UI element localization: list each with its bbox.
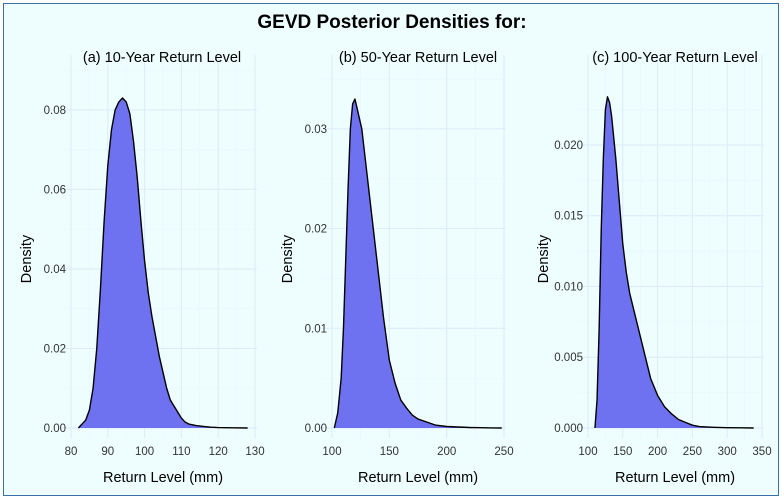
x-tick-label: 80 bbox=[65, 446, 78, 458]
x-tick-label: 300 bbox=[718, 446, 737, 458]
y-tick-label: 0.020 bbox=[554, 140, 583, 152]
panel-title: (b) 50-Year Return Level bbox=[339, 50, 497, 66]
y-tick-label: 0.01 bbox=[305, 323, 327, 335]
density-area bbox=[78, 97, 248, 428]
y-tick-label: 0.00 bbox=[305, 423, 327, 435]
x-axis-title: Return Level (mm) bbox=[615, 470, 735, 486]
x-axis-title: Return Level (mm) bbox=[103, 470, 223, 486]
density-curve bbox=[77, 97, 248, 429]
y-axis-title: Density bbox=[280, 234, 296, 283]
figure-title: GEVD Posterior Densities for: bbox=[257, 12, 527, 33]
x-tick-label: 90 bbox=[101, 446, 114, 458]
y-axis-title: Density bbox=[536, 234, 552, 283]
y-tick-label: 0.04 bbox=[44, 264, 67, 276]
y-tick-label: 0.02 bbox=[44, 343, 66, 355]
panel-title: (a) 10-Year Return Level bbox=[83, 50, 241, 66]
density-area bbox=[594, 96, 754, 428]
x-tick-label: 100 bbox=[135, 446, 154, 458]
density-area bbox=[334, 98, 502, 429]
x-tick-label: 200 bbox=[437, 446, 456, 458]
y-axis-title: Density bbox=[19, 234, 35, 283]
x-tick-label: 200 bbox=[648, 446, 667, 458]
y-tick-label: 0.015 bbox=[554, 211, 583, 223]
x-tick-label: 150 bbox=[613, 446, 632, 458]
x-tick-label: 100 bbox=[578, 446, 597, 458]
y-tick-label: 0.005 bbox=[554, 352, 583, 364]
y-tick-label: 0.000 bbox=[554, 423, 583, 435]
y-tick-label: 0.06 bbox=[44, 184, 66, 196]
x-tick-label: 130 bbox=[245, 446, 264, 458]
x-tick-label: 120 bbox=[209, 446, 228, 458]
x-tick-label: 350 bbox=[752, 446, 771, 458]
x-tick-label: 100 bbox=[322, 446, 341, 458]
density-curve bbox=[594, 96, 754, 429]
y-tick-label: 0.02 bbox=[305, 224, 327, 236]
x-tick-label: 250 bbox=[494, 446, 513, 458]
y-tick-label: 0.08 bbox=[44, 105, 66, 117]
density-curve bbox=[333, 98, 502, 429]
y-tick-label: 0.010 bbox=[554, 281, 583, 293]
y-tick-label: 0.00 bbox=[44, 423, 66, 435]
y-tick-label: 0.03 bbox=[305, 124, 327, 136]
x-tick-label: 110 bbox=[172, 446, 190, 458]
x-tick-label: 250 bbox=[683, 446, 702, 458]
x-tick-label: 150 bbox=[380, 446, 399, 458]
x-axis-title: Return Level (mm) bbox=[358, 470, 478, 486]
panel-title: (c) 100-Year Return Level bbox=[592, 50, 758, 66]
